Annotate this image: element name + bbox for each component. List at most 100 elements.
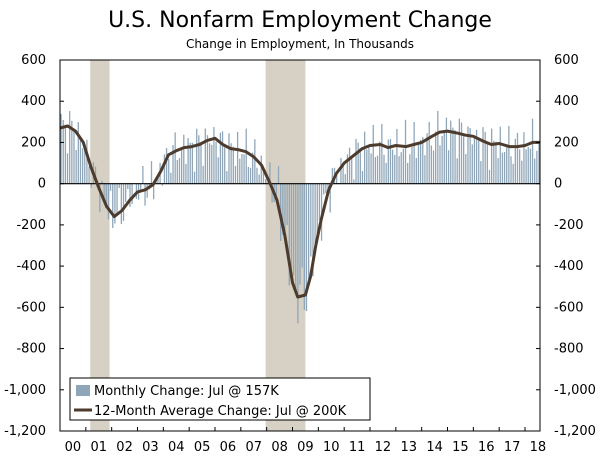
monthly-bar [77, 122, 79, 184]
monthly-bar [189, 142, 191, 184]
monthly-bar [430, 145, 433, 184]
x-tick-label: 16 [478, 440, 495, 455]
y-tick-label-right: 0 [554, 177, 562, 192]
monthly-bar [329, 183, 331, 213]
monthly-bar [236, 131, 239, 184]
monthly-bar [153, 183, 155, 200]
monthly-bar [161, 183, 163, 186]
y-tick-label-right: -800 [554, 342, 584, 357]
monthly-bar [232, 146, 234, 184]
legend-line-label: 12-Month Average Change: Jul @ 200K [94, 404, 347, 419]
monthly-bar [163, 154, 166, 184]
monthly-bar [389, 139, 392, 184]
monthly-bar [62, 119, 64, 184]
monthly-bar [64, 124, 67, 184]
monthly-bar [484, 131, 486, 184]
monthly-bar [84, 146, 86, 184]
monthly-bar [252, 152, 254, 184]
monthly-bar [538, 143, 540, 184]
monthly-bar [475, 129, 478, 184]
monthly-bar [116, 183, 118, 215]
recession-bands [90, 60, 306, 431]
monthly-bar [531, 118, 534, 184]
monthly-bar [215, 141, 217, 184]
monthly-bar [441, 135, 443, 184]
monthly-bar [355, 138, 357, 184]
monthly-bar [381, 124, 383, 184]
monthly-bar [290, 183, 293, 270]
legend-bar-label: Monthly Change: Jul @ 157K [94, 384, 279, 399]
monthly-bar [510, 156, 512, 184]
y-tick-label-left: 200 [21, 135, 46, 150]
monthly-bar [112, 183, 114, 229]
monthly-bar [400, 152, 402, 184]
monthly-bar [387, 139, 389, 184]
monthly-bar [316, 183, 318, 238]
monthly-bar [286, 183, 288, 226]
x-tick-label: 18 [530, 440, 547, 455]
monthly-bar [219, 132, 222, 184]
monthly-bar [314, 183, 316, 247]
y-tick-label-right: 600 [554, 53, 579, 68]
monthly-bar [521, 160, 523, 184]
monthly-bar [445, 117, 448, 184]
monthly-bar [243, 154, 245, 184]
monthly-bar [404, 119, 407, 184]
monthly-bar [125, 183, 127, 202]
monthly-bar [499, 126, 501, 184]
monthly-bar [69, 111, 71, 184]
monthly-bar [327, 183, 329, 192]
monthly-bar [144, 183, 146, 206]
monthly-bar [370, 153, 372, 184]
axis-ticks [59, 59, 540, 432]
monthly-bar [372, 125, 374, 184]
monthly-bar [267, 182, 269, 184]
monthly-bar [323, 183, 325, 195]
monthly-bar [303, 183, 305, 310]
monthly-bar [344, 174, 346, 184]
x-tick-label: 02 [116, 440, 133, 455]
x-tick-label: 01 [90, 440, 107, 455]
monthly-bar [506, 144, 508, 184]
monthly-bar [335, 175, 338, 184]
monthly-bar [368, 145, 370, 184]
monthly-bar [204, 128, 206, 184]
monthly-bar [295, 183, 297, 293]
monthly-bar [146, 183, 148, 198]
monthly-change-bars [60, 110, 540, 324]
monthly-bar [411, 146, 413, 184]
monthly-bar [228, 133, 230, 184]
x-tick-label: 15 [452, 440, 469, 455]
monthly-bar [172, 145, 174, 184]
monthly-bar [269, 162, 271, 184]
legend: Monthly Change: Jul @ 157K 12-Month Aver… [69, 377, 371, 421]
monthly-bar [150, 161, 153, 184]
monthly-bar [206, 135, 209, 184]
monthly-bar [491, 128, 493, 184]
monthly-bar [493, 140, 495, 184]
monthly-bar [312, 183, 314, 277]
y-tick-label-left: -800 [16, 342, 46, 357]
monthly-bar [534, 158, 536, 184]
monthly-bar [516, 132, 519, 184]
monthly-bar [114, 183, 116, 224]
x-tick-label: 11 [349, 440, 366, 455]
monthly-bar [379, 141, 381, 184]
monthly-bar [366, 149, 368, 184]
y-tick-label-left: -1,200 [4, 424, 46, 439]
x-tick-label: 09 [297, 440, 314, 455]
monthly-bar [170, 172, 172, 184]
monthly-bar [99, 183, 101, 213]
monthly-bar [234, 165, 237, 184]
monthly-bar [249, 167, 252, 184]
monthly-bar [525, 149, 527, 184]
monthly-bar [226, 171, 228, 184]
monthly-bar [340, 157, 342, 184]
monthly-bar [305, 183, 308, 312]
monthly-bar [101, 180, 103, 184]
y-tick-label-right: 200 [554, 135, 579, 150]
monthly-bar [454, 130, 456, 184]
monthly-bar [426, 133, 428, 184]
monthly-bar [374, 157, 377, 184]
